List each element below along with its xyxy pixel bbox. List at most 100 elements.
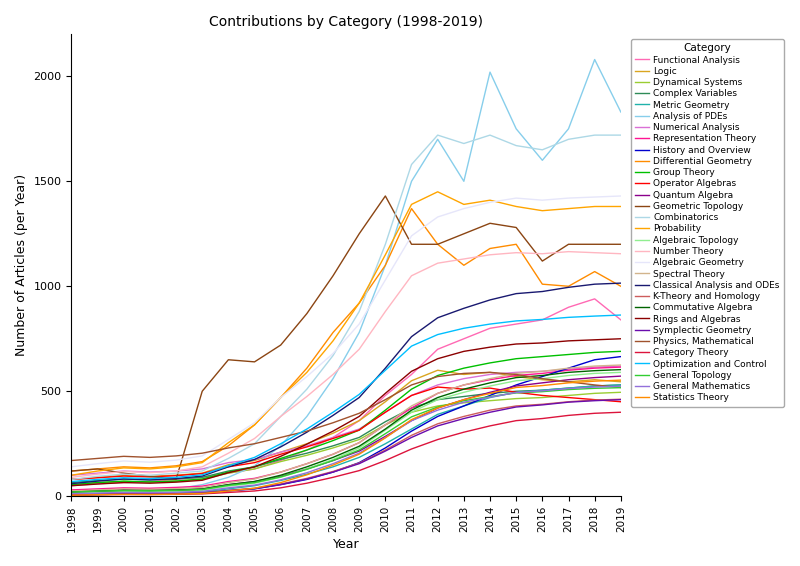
Symplectic Geometry — [590, 397, 599, 404]
Analysis of PDEs — [406, 178, 416, 185]
Analysis of PDEs — [354, 329, 364, 336]
Representation Theory — [250, 475, 259, 482]
Geometric Topology — [119, 470, 129, 477]
Rings and Algebras — [145, 480, 154, 487]
Operator Algebras — [616, 398, 626, 405]
Analysis of PDEs — [433, 136, 442, 143]
Physics, Mathematical — [66, 457, 76, 464]
Quantum Algebra — [171, 487, 181, 494]
Line: Commutative Algebra: Commutative Algebra — [71, 370, 621, 492]
Complex Variables — [433, 396, 442, 403]
Operator Algebras — [354, 427, 364, 434]
Functional Analysis — [616, 316, 626, 323]
Dynamical Systems — [198, 476, 207, 483]
Logic — [93, 474, 102, 481]
Physics, Mathematical — [564, 379, 574, 385]
Representation Theory — [486, 376, 495, 383]
Symplectic Geometry — [406, 434, 416, 441]
Analysis of PDEs — [250, 462, 259, 469]
Commutative Algebra — [93, 488, 102, 495]
Combinatorics — [406, 161, 416, 168]
Line: Complex Variables: Complex Variables — [71, 385, 621, 483]
Number Theory — [354, 346, 364, 353]
Metric Geometry — [276, 477, 286, 484]
Complex Variables — [354, 434, 364, 441]
General Topology — [616, 384, 626, 391]
Logic — [590, 376, 599, 383]
Combinatorics — [145, 472, 154, 479]
Complex Variables — [171, 475, 181, 482]
Operator Algebras — [381, 409, 390, 415]
Probability — [564, 205, 574, 212]
Y-axis label: Number of Articles (per Year): Number of Articles (per Year) — [15, 174, 28, 357]
Classical Analysis and ODEs — [433, 314, 442, 321]
Commutative Algebra — [302, 464, 312, 470]
K-Theory and Homology — [590, 397, 599, 404]
Geometric Topology — [381, 192, 390, 199]
Operator Algebras — [328, 435, 338, 442]
Rings and Algebras — [381, 390, 390, 397]
Line: Combinatorics: Combinatorics — [71, 135, 621, 479]
Commutative Algebra — [145, 487, 154, 494]
Line: Dynamical Systems: Dynamical Systems — [71, 392, 621, 484]
Commutative Algebra — [511, 374, 521, 381]
Group Theory — [198, 475, 207, 482]
Complex Variables — [381, 418, 390, 425]
Rings and Algebras — [66, 482, 76, 489]
Physics, Mathematical — [406, 381, 416, 388]
Analysis of PDEs — [459, 178, 469, 185]
Metric Geometry — [93, 491, 102, 498]
Spectral Theory — [564, 365, 574, 371]
Algebraic Geometry — [276, 394, 286, 401]
Logic — [328, 430, 338, 436]
Representation Theory — [328, 451, 338, 458]
General Topology — [276, 474, 286, 481]
Commutative Algebra — [223, 481, 233, 488]
Line: K-Theory and Homology: K-Theory and Homology — [71, 399, 621, 495]
Representation Theory — [276, 469, 286, 475]
Rings and Algebras — [93, 481, 102, 487]
Complex Variables — [66, 479, 76, 486]
Representation Theory — [406, 405, 416, 411]
Functional Analysis — [66, 482, 76, 489]
Algebraic Geometry — [590, 194, 599, 200]
Geometric Topology — [459, 230, 469, 237]
Numerical Analysis — [145, 469, 154, 475]
Algebraic Geometry — [145, 459, 154, 466]
History and Overview — [381, 444, 390, 451]
Numerical Analysis — [198, 465, 207, 472]
Functional Analysis — [198, 474, 207, 481]
Operator Algebras — [93, 474, 102, 481]
Representation Theory — [354, 439, 364, 446]
Optimization and Control — [250, 454, 259, 461]
Metric Geometry — [381, 440, 390, 447]
General Topology — [328, 457, 338, 464]
Number Theory — [171, 468, 181, 474]
Spectral Theory — [406, 402, 416, 409]
Group Theory — [328, 437, 338, 444]
Optimization and Control — [328, 409, 338, 415]
History and Overview — [354, 459, 364, 466]
Optimization and Control — [590, 312, 599, 319]
Algebraic Topology — [93, 489, 102, 496]
Category Theory — [433, 436, 442, 443]
Category Theory — [66, 492, 76, 499]
Representation Theory — [302, 460, 312, 467]
Probability — [590, 203, 599, 210]
Spectral Theory — [250, 475, 259, 482]
Functional Analysis — [302, 447, 312, 453]
Complex Variables — [616, 381, 626, 388]
Quantum Algebra — [93, 487, 102, 494]
Metric Geometry — [486, 394, 495, 401]
Group Theory — [354, 427, 364, 434]
Representation Theory — [66, 487, 76, 494]
Algebraic Geometry — [381, 277, 390, 284]
Probability — [459, 201, 469, 208]
Algebraic Geometry — [302, 373, 312, 380]
Line: Number Theory: Number Theory — [71, 252, 621, 477]
Quantum Algebra — [590, 374, 599, 381]
Line: Category Theory: Category Theory — [71, 412, 621, 495]
Complex Variables — [564, 385, 574, 392]
Line: Representation Theory: Representation Theory — [71, 367, 621, 490]
Physics, Mathematical — [93, 455, 102, 462]
